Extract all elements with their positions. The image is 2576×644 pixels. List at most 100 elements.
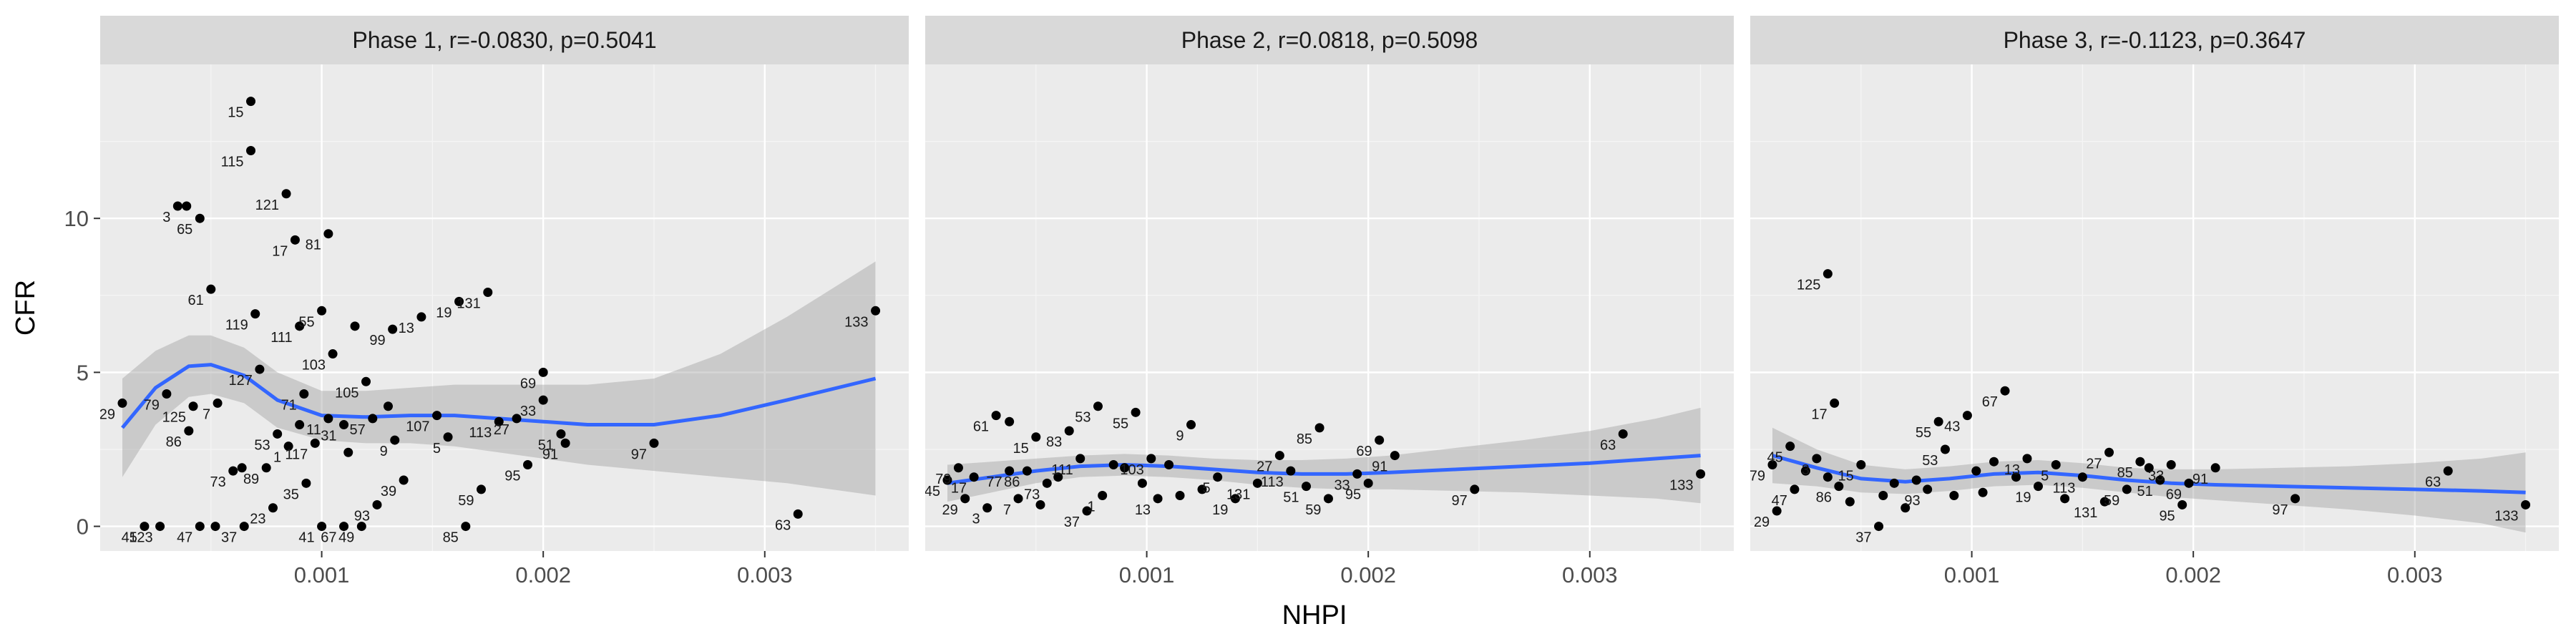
point-label: 91 [2192,472,2208,487]
x-axis-title: NHPI [1282,600,1347,630]
point-label: 123 [129,530,152,546]
point-label: 63 [1600,437,1616,453]
point-label: 13 [399,321,414,336]
panel-title: Phase 2, r=0.0818, p=0.5098 [1181,27,1478,53]
point-label: 53 [1075,410,1091,426]
point-label: 5 [433,441,441,457]
data-point [317,522,327,532]
data-point [228,466,238,476]
point-label: 77 [986,474,1002,490]
data-point [290,235,300,245]
point-label: 55 [1916,425,1931,441]
point-label: 47 [1772,493,1787,509]
data-point [188,401,198,411]
data-point [454,296,464,306]
point-label: 67 [321,530,336,546]
data-point [1767,459,1777,469]
point-label: 7 [1003,502,1011,518]
data-point [649,438,659,448]
point-label: 86 [1816,490,1832,506]
point-label: 85 [1297,431,1312,447]
data-point [2051,459,2061,469]
point-label: 51 [1283,490,1299,506]
data-point [246,97,256,107]
point-label: 93 [1904,493,1920,509]
data-point [443,432,453,442]
point-label: 79 [935,472,951,487]
point-label: 79 [144,398,160,414]
y-tick-label: 10 [64,206,89,231]
point-label: 35 [283,487,299,502]
data-point [1800,466,1810,476]
data-point [1153,494,1163,504]
data-point [1845,497,1855,507]
data-point [1823,472,1833,482]
point-label: 99 [369,333,385,348]
data-point [255,364,265,374]
point-label: 91 [1372,459,1387,475]
data-point [195,213,205,223]
point-label: 33 [520,404,536,419]
point-label: 5 [1203,481,1211,497]
point-label: 71 [281,398,297,414]
data-point [239,522,249,532]
data-point [343,447,353,457]
point-label: 5 [2041,468,2049,484]
point-label: 31 [321,429,336,444]
x-tick-label: 0.003 [2387,562,2443,587]
data-point [162,389,172,399]
point-label: 86 [1004,474,1020,490]
data-point [560,438,570,448]
data-point [195,522,205,532]
point-label: 97 [2272,502,2288,518]
data-point [301,478,311,488]
point-label: 111 [1051,462,1073,478]
point-label: 113 [469,425,492,441]
point-label: 49 [338,530,354,546]
data-point [432,411,442,421]
data-point [1949,491,1959,501]
panel-title: Phase 3, r=-0.1123, p=0.3647 [2004,27,2306,53]
data-point [2184,478,2194,488]
data-point [1889,478,1899,488]
point-label: 79 [1750,468,1765,484]
point-label: 103 [1120,462,1143,478]
data-point [793,509,803,519]
data-point [1901,503,1911,513]
data-point [1175,491,1185,501]
point-label: 59 [458,493,474,509]
data-point [1978,487,1988,497]
data-point [184,426,194,436]
point-label: 95 [504,468,520,484]
data-point [416,312,426,322]
point-label: 69 [2166,487,2182,502]
data-point [155,522,165,532]
data-point [1830,398,1840,408]
point-label: 15 [1013,441,1029,457]
panel-3: Phase 3, r=-0.1123, p=0.3647 79 29 45 47 3 125… [1750,16,2559,587]
data-point [1120,463,1130,473]
x-tick-label: 0.003 [737,562,793,587]
point-label: 86 [166,434,182,450]
data-point [538,367,548,377]
point-label: 51 [2137,484,2152,499]
data-point [1874,522,1884,532]
y-tick-label: 5 [77,360,89,385]
data-point [538,395,548,405]
point-label: 3 [1802,462,1810,478]
data-point [328,349,338,359]
data-point [1213,472,1223,482]
point-label: 91 [542,447,558,462]
panel-plot-area: 7929454731251786153793555343671319511313… [1750,64,2559,551]
data-point [1856,459,1866,469]
data-point [388,324,398,334]
data-point [268,503,278,513]
data-point [1323,494,1333,504]
point-label: 59 [1305,502,1321,518]
point-label: 57 [350,422,366,438]
point-label: 111 [270,330,292,346]
data-point [2443,466,2453,476]
point-label: 11 [306,422,321,438]
data-point [1197,484,1207,494]
data-point [461,522,471,532]
